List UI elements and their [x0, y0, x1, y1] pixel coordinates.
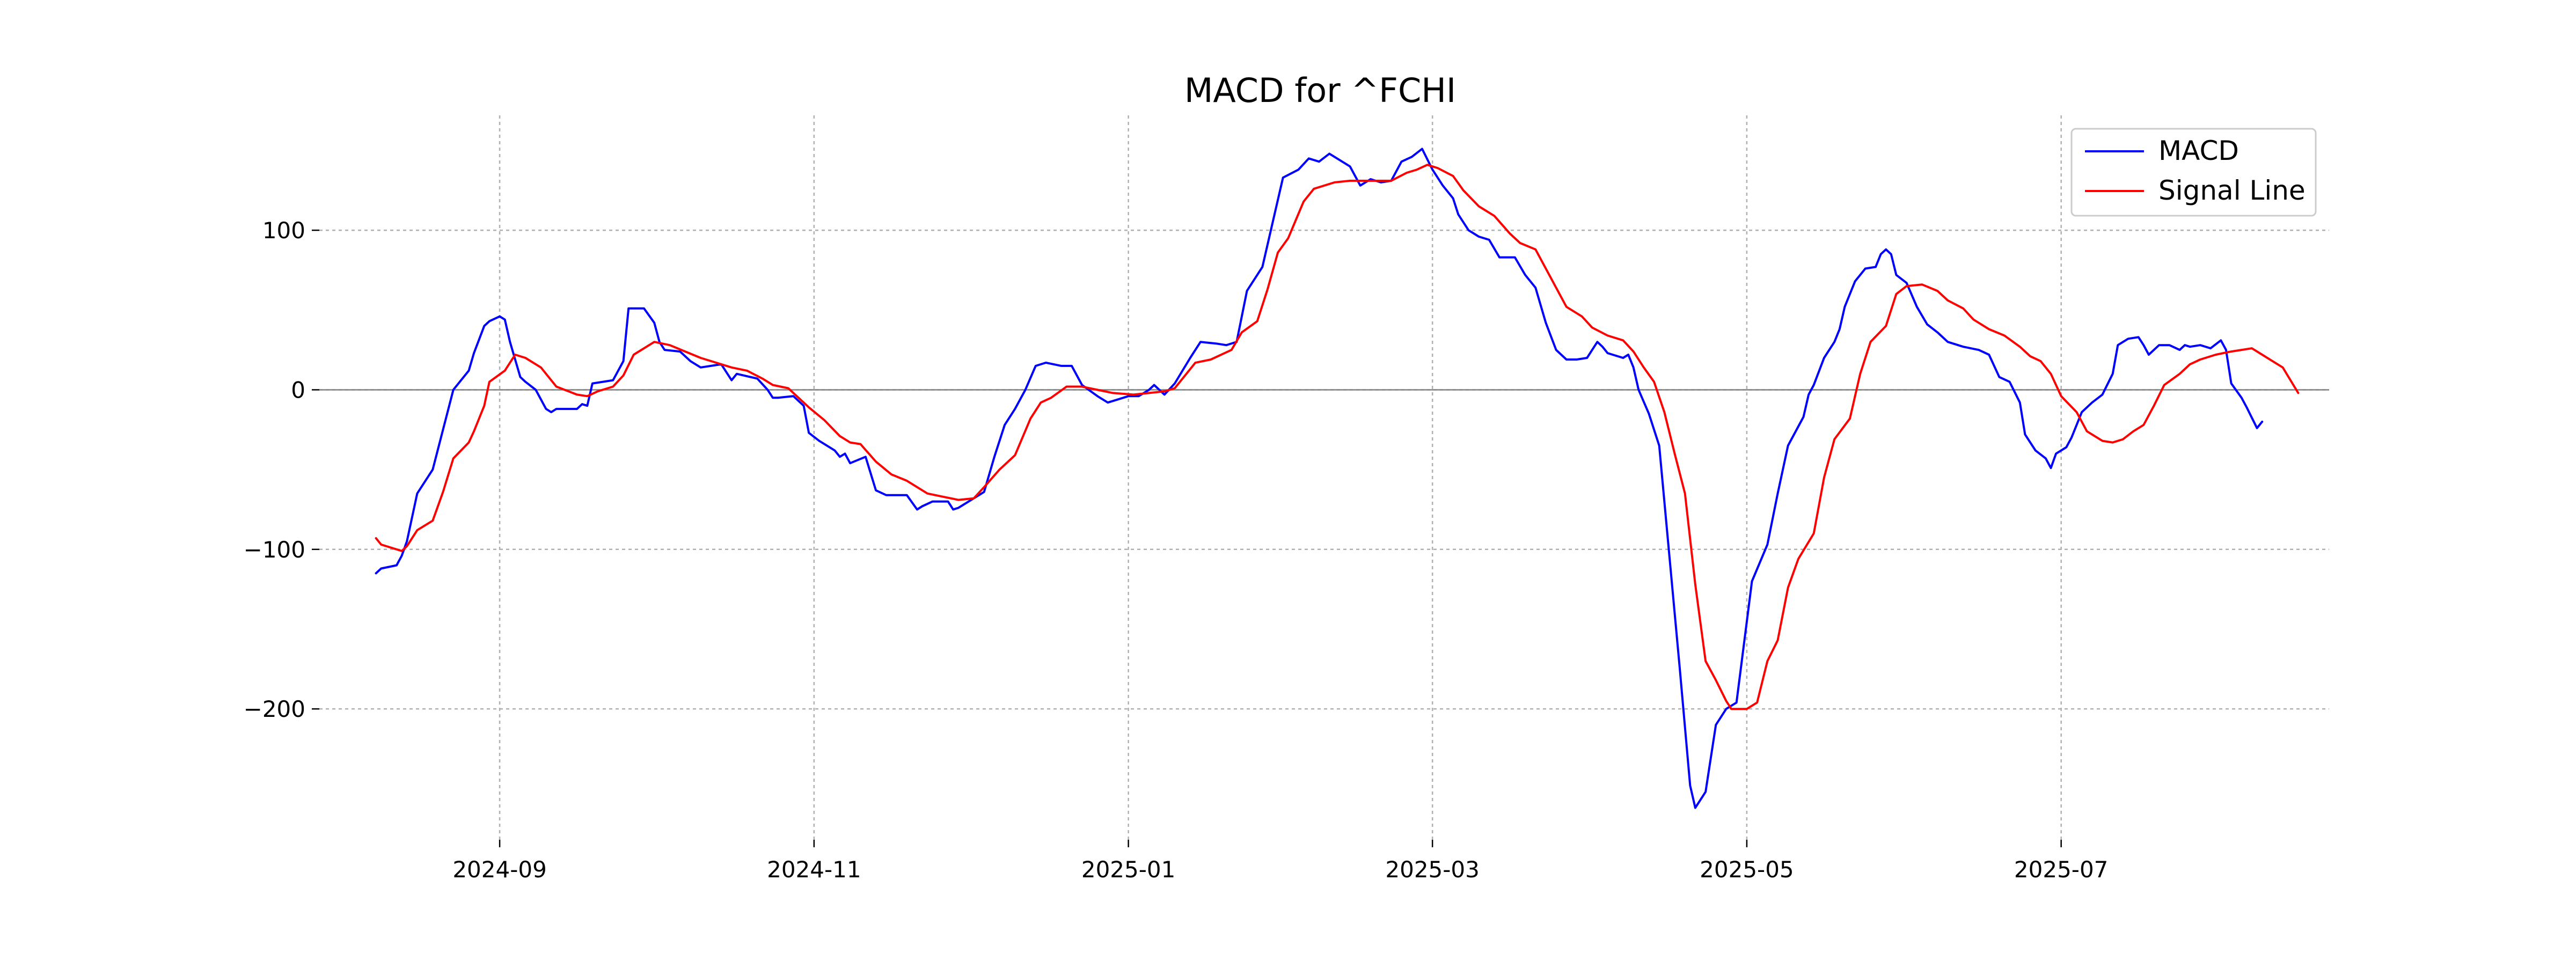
x-tick-label: 2025-07: [2014, 856, 2109, 883]
x-tick-label: 2025-05: [1700, 856, 1794, 883]
y-tick-label: −200: [244, 696, 305, 722]
legend: MACD Signal Line: [2070, 128, 2317, 217]
axis-layer: 100 0 −100 −200 2024-09 2024-11 2025-01 2025-03…: [244, 217, 2109, 883]
series-line-signal-line: [375, 164, 2300, 710]
grid-layer: [319, 115, 2329, 840]
y-tick-label: 0: [291, 377, 305, 403]
series-layer: [375, 148, 2300, 809]
x-tick-label: 2024-11: [767, 856, 861, 883]
x-tick-label: 2024-09: [452, 856, 547, 883]
chart-title: MACD for ^FCHI: [1184, 71, 1456, 110]
y-tick-label: −100: [244, 537, 305, 563]
x-tick-label: 2025-01: [1081, 856, 1176, 883]
legend-label-signal-line: Signal Line: [2158, 175, 2306, 206]
y-tick-label: 100: [262, 217, 305, 244]
x-tick-label: 2025-03: [1385, 856, 1480, 883]
legend-label-macd: MACD: [2158, 135, 2239, 166]
